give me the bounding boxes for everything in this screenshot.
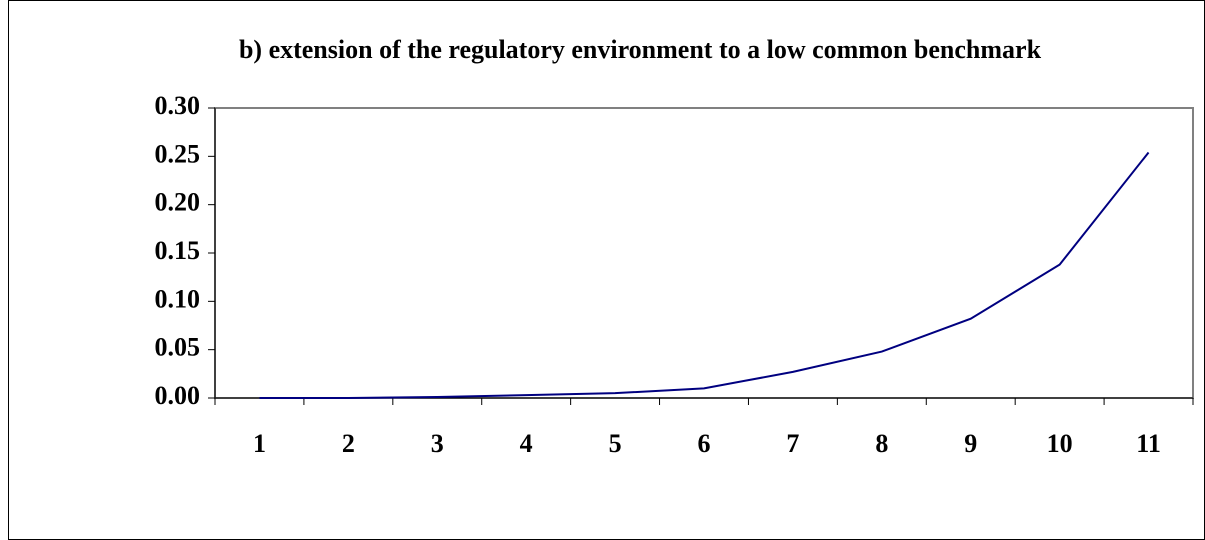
y-tick-label: 0.30	[155, 91, 201, 120]
x-tick-label: 1	[253, 429, 266, 458]
x-tick-label: 4	[520, 429, 533, 458]
x-tick-label: 2	[342, 429, 355, 458]
y-tick-label: 0.25	[155, 139, 201, 168]
chart-frame	[8, 0, 1205, 540]
x-tick-label: 9	[964, 429, 977, 458]
y-tick-label: 0.00	[155, 381, 201, 410]
x-tick-label: 3	[431, 429, 444, 458]
y-tick-label: 0.20	[155, 188, 201, 217]
x-tick-label: 7	[786, 429, 799, 458]
data-line	[259, 151, 1150, 399]
x-tick-label: 11	[1136, 429, 1161, 458]
y-tick-label: 0.15	[155, 236, 201, 265]
chart-title: b) extension of the regulatory environme…	[239, 35, 1042, 64]
x-tick-label: 6	[698, 429, 711, 458]
x-tick-label: 8	[875, 429, 888, 458]
y-tick-label: 0.05	[155, 333, 201, 362]
y-tick-label: 0.10	[155, 284, 201, 313]
x-tick-label: 5	[609, 429, 622, 458]
x-tick-label: 10	[1047, 429, 1073, 458]
